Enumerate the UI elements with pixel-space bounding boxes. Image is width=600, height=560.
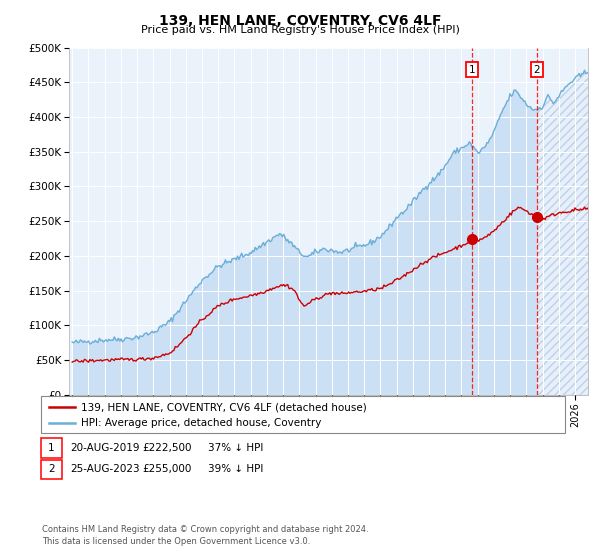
- Text: 139, HEN LANE, COVENTRY, CV6 4LF (detached house): 139, HEN LANE, COVENTRY, CV6 4LF (detach…: [81, 402, 367, 412]
- Text: £255,000: £255,000: [142, 464, 191, 474]
- Text: 2: 2: [533, 65, 540, 75]
- Text: HPI: Average price, detached house, Coventry: HPI: Average price, detached house, Cove…: [81, 418, 322, 428]
- Text: Price paid vs. HM Land Registry's House Price Index (HPI): Price paid vs. HM Land Registry's House …: [140, 25, 460, 35]
- Text: 1: 1: [48, 443, 55, 453]
- Text: 20-AUG-2019: 20-AUG-2019: [70, 443, 140, 453]
- Text: £222,500: £222,500: [142, 443, 192, 453]
- Text: 39% ↓ HPI: 39% ↓ HPI: [208, 464, 263, 474]
- Text: 1: 1: [469, 65, 475, 75]
- Text: 25-AUG-2023: 25-AUG-2023: [70, 464, 140, 474]
- Text: 139, HEN LANE, COVENTRY, CV6 4LF: 139, HEN LANE, COVENTRY, CV6 4LF: [159, 14, 441, 28]
- Text: Contains HM Land Registry data © Crown copyright and database right 2024.
This d: Contains HM Land Registry data © Crown c…: [42, 525, 368, 546]
- Text: 2: 2: [48, 464, 55, 474]
- Text: 37% ↓ HPI: 37% ↓ HPI: [208, 443, 263, 453]
